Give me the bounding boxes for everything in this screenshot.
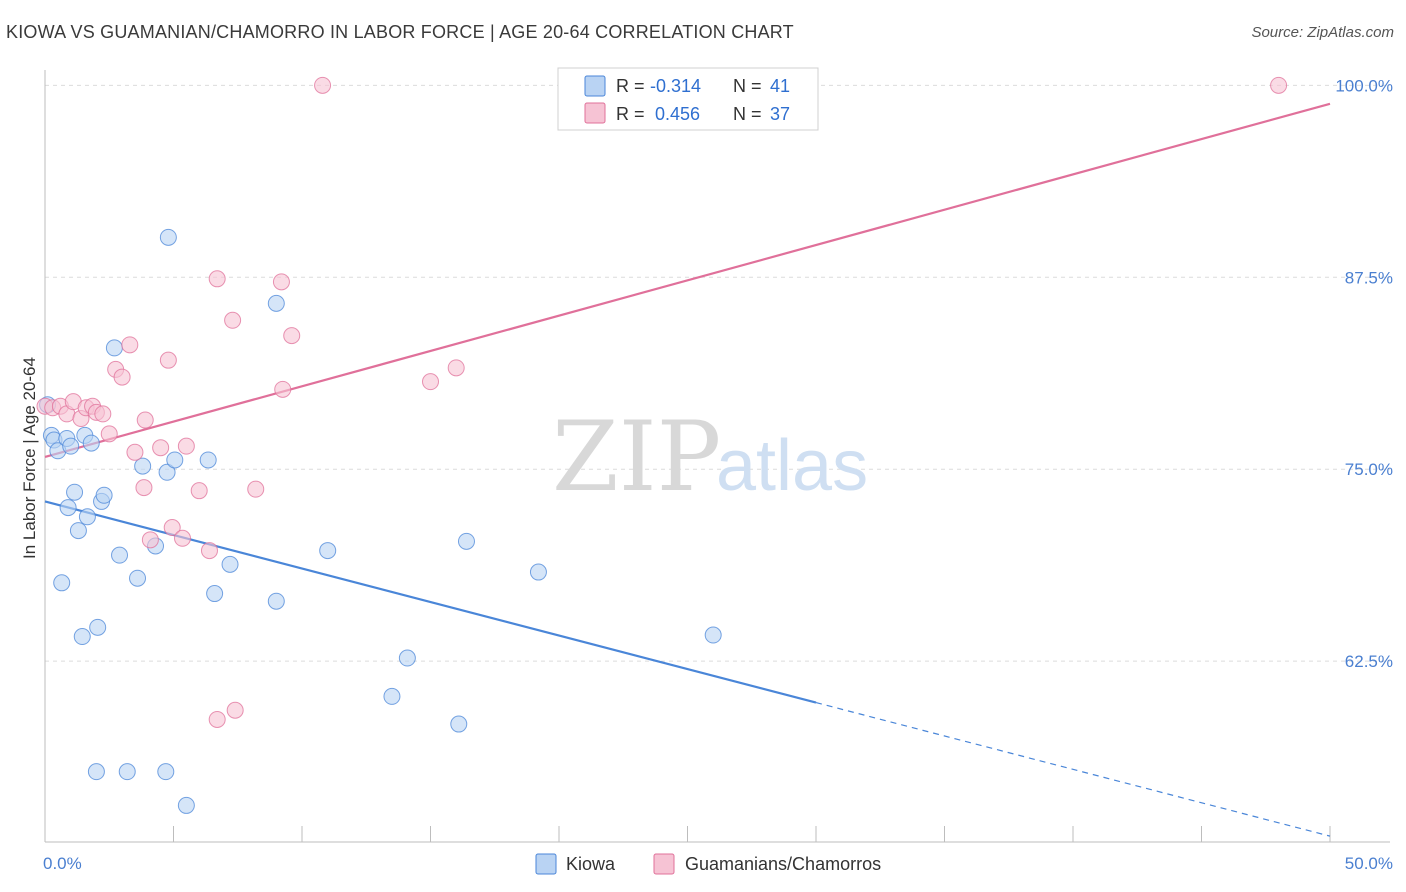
point-guam-9 bbox=[94, 405, 112, 423]
point-guam-21 bbox=[173, 529, 191, 547]
x-tick-label-1: 50.0% bbox=[1345, 854, 1393, 873]
point-kiowa-31 bbox=[221, 555, 239, 573]
point-kiowa-34 bbox=[319, 542, 337, 560]
point-guam-22 bbox=[177, 437, 195, 455]
point-kiowa-8 bbox=[66, 483, 84, 501]
point-kiowa-22 bbox=[134, 457, 152, 475]
legend-r-label-guam: R = bbox=[616, 104, 645, 124]
point-kiowa-24 bbox=[157, 763, 175, 781]
point-kiowa-19 bbox=[111, 546, 129, 564]
point-guam-10 bbox=[100, 425, 118, 443]
point-guam-31 bbox=[274, 380, 292, 398]
point-kiowa-40 bbox=[704, 626, 722, 644]
point-kiowa-15 bbox=[89, 618, 107, 636]
y-tick-label-3: 100.0% bbox=[1335, 76, 1393, 95]
chart-title: KIOWA VS GUAMANIAN/CHAMORRO IN LABOR FOR… bbox=[6, 22, 794, 42]
legend-r-value-guam: 0.456 bbox=[655, 104, 700, 124]
point-guam-18 bbox=[152, 439, 170, 457]
point-guam-35 bbox=[447, 359, 465, 377]
point-kiowa-37 bbox=[450, 715, 468, 733]
grid-lines bbox=[45, 84, 1390, 662]
watermark-atlas: atlas bbox=[716, 426, 868, 506]
trend-line-kiowa bbox=[44, 500, 817, 704]
point-kiowa-26 bbox=[159, 228, 177, 246]
legend-swatch-kiowa bbox=[584, 75, 606, 97]
point-guam-13 bbox=[121, 336, 139, 354]
point-kiowa-36 bbox=[398, 649, 416, 667]
point-kiowa-13 bbox=[82, 434, 100, 452]
point-kiowa-10 bbox=[73, 628, 91, 646]
watermark-zip: ZIP bbox=[552, 401, 721, 513]
point-kiowa-29 bbox=[199, 451, 217, 469]
series-legend: Kiowa Guamanians/Chamorros bbox=[535, 853, 881, 875]
point-guam-34 bbox=[422, 373, 439, 391]
point-kiowa-6 bbox=[59, 499, 77, 517]
point-guam-25 bbox=[208, 710, 226, 728]
point-guam-27 bbox=[224, 311, 242, 329]
point-kiowa-28 bbox=[177, 796, 195, 814]
point-guam-15 bbox=[135, 479, 153, 497]
point-guam-28 bbox=[226, 701, 244, 719]
point-guam-30 bbox=[272, 273, 290, 291]
trend-line-guam bbox=[44, 102, 1331, 458]
point-kiowa-9 bbox=[69, 522, 87, 540]
y-tick-labels: 62.5% 75.0% 87.5% 100.0% bbox=[1335, 76, 1393, 671]
point-kiowa-33 bbox=[267, 592, 285, 610]
point-guam-33 bbox=[314, 76, 332, 94]
point-guam-29 bbox=[247, 480, 265, 498]
point-kiowa-38 bbox=[457, 532, 475, 550]
legend-n-label-kiowa: N = bbox=[733, 76, 762, 96]
y-axis-label: In Labor Force | Age 20-64 bbox=[20, 357, 39, 559]
point-guam-32 bbox=[283, 327, 301, 345]
legend-r-label-kiowa: R = bbox=[616, 76, 645, 96]
point-guam-14 bbox=[126, 443, 144, 461]
watermark: ZIP atlas bbox=[552, 401, 868, 513]
point-guam-26 bbox=[208, 270, 226, 288]
x-tick-label-0: 0.0% bbox=[43, 854, 82, 873]
point-kiowa-20 bbox=[118, 763, 136, 781]
bottom-legend-label-guam: Guamanians/Chamorros bbox=[685, 854, 881, 874]
point-guam-17 bbox=[141, 531, 159, 549]
y-tick-label-2: 87.5% bbox=[1345, 268, 1393, 287]
point-guam-36 bbox=[1270, 76, 1288, 94]
point-guam-16 bbox=[136, 411, 154, 429]
legend-n-value-kiowa: 41 bbox=[770, 76, 790, 96]
point-kiowa-18 bbox=[105, 339, 123, 357]
data-points bbox=[36, 76, 1288, 814]
point-kiowa-17 bbox=[95, 486, 113, 504]
point-kiowa-4 bbox=[53, 574, 71, 592]
legend-n-value-guam: 37 bbox=[770, 104, 790, 124]
bottom-legend-swatch-guam bbox=[653, 853, 675, 875]
point-kiowa-14 bbox=[87, 763, 105, 781]
source-label: Source: ZipAtlas.com bbox=[1251, 24, 1394, 41]
point-kiowa-39 bbox=[529, 563, 547, 581]
x-tick-labels: 0.0% 50.0% bbox=[43, 854, 1393, 873]
y-tick-label-1: 75.0% bbox=[1345, 460, 1393, 479]
stats-legend: R = -0.314 N = 41 R = 0.456 N = 37 bbox=[557, 67, 819, 131]
point-kiowa-25 bbox=[158, 463, 176, 481]
legend-r-value-kiowa: -0.314 bbox=[650, 76, 701, 96]
point-guam-20 bbox=[163, 519, 181, 537]
point-kiowa-30 bbox=[206, 585, 224, 603]
bottom-legend-label-kiowa: Kiowa bbox=[566, 854, 616, 874]
legend-swatch-guam bbox=[584, 102, 606, 124]
y-tick-label-0: 62.5% bbox=[1345, 652, 1393, 671]
point-kiowa-7 bbox=[62, 437, 80, 455]
point-kiowa-35 bbox=[383, 687, 401, 705]
bottom-legend-swatch-kiowa bbox=[535, 853, 557, 875]
point-kiowa-12 bbox=[78, 508, 96, 526]
point-kiowa-27 bbox=[166, 451, 184, 469]
point-guam-19 bbox=[159, 351, 177, 369]
point-guam-12 bbox=[113, 368, 131, 386]
trend-line-kiowa-extension bbox=[815, 701, 1331, 837]
point-kiowa-21 bbox=[129, 569, 147, 587]
point-guam-23 bbox=[190, 482, 208, 500]
point-kiowa-32 bbox=[267, 294, 285, 312]
legend-n-label-guam: N = bbox=[733, 104, 762, 124]
point-guam-24 bbox=[200, 542, 218, 560]
